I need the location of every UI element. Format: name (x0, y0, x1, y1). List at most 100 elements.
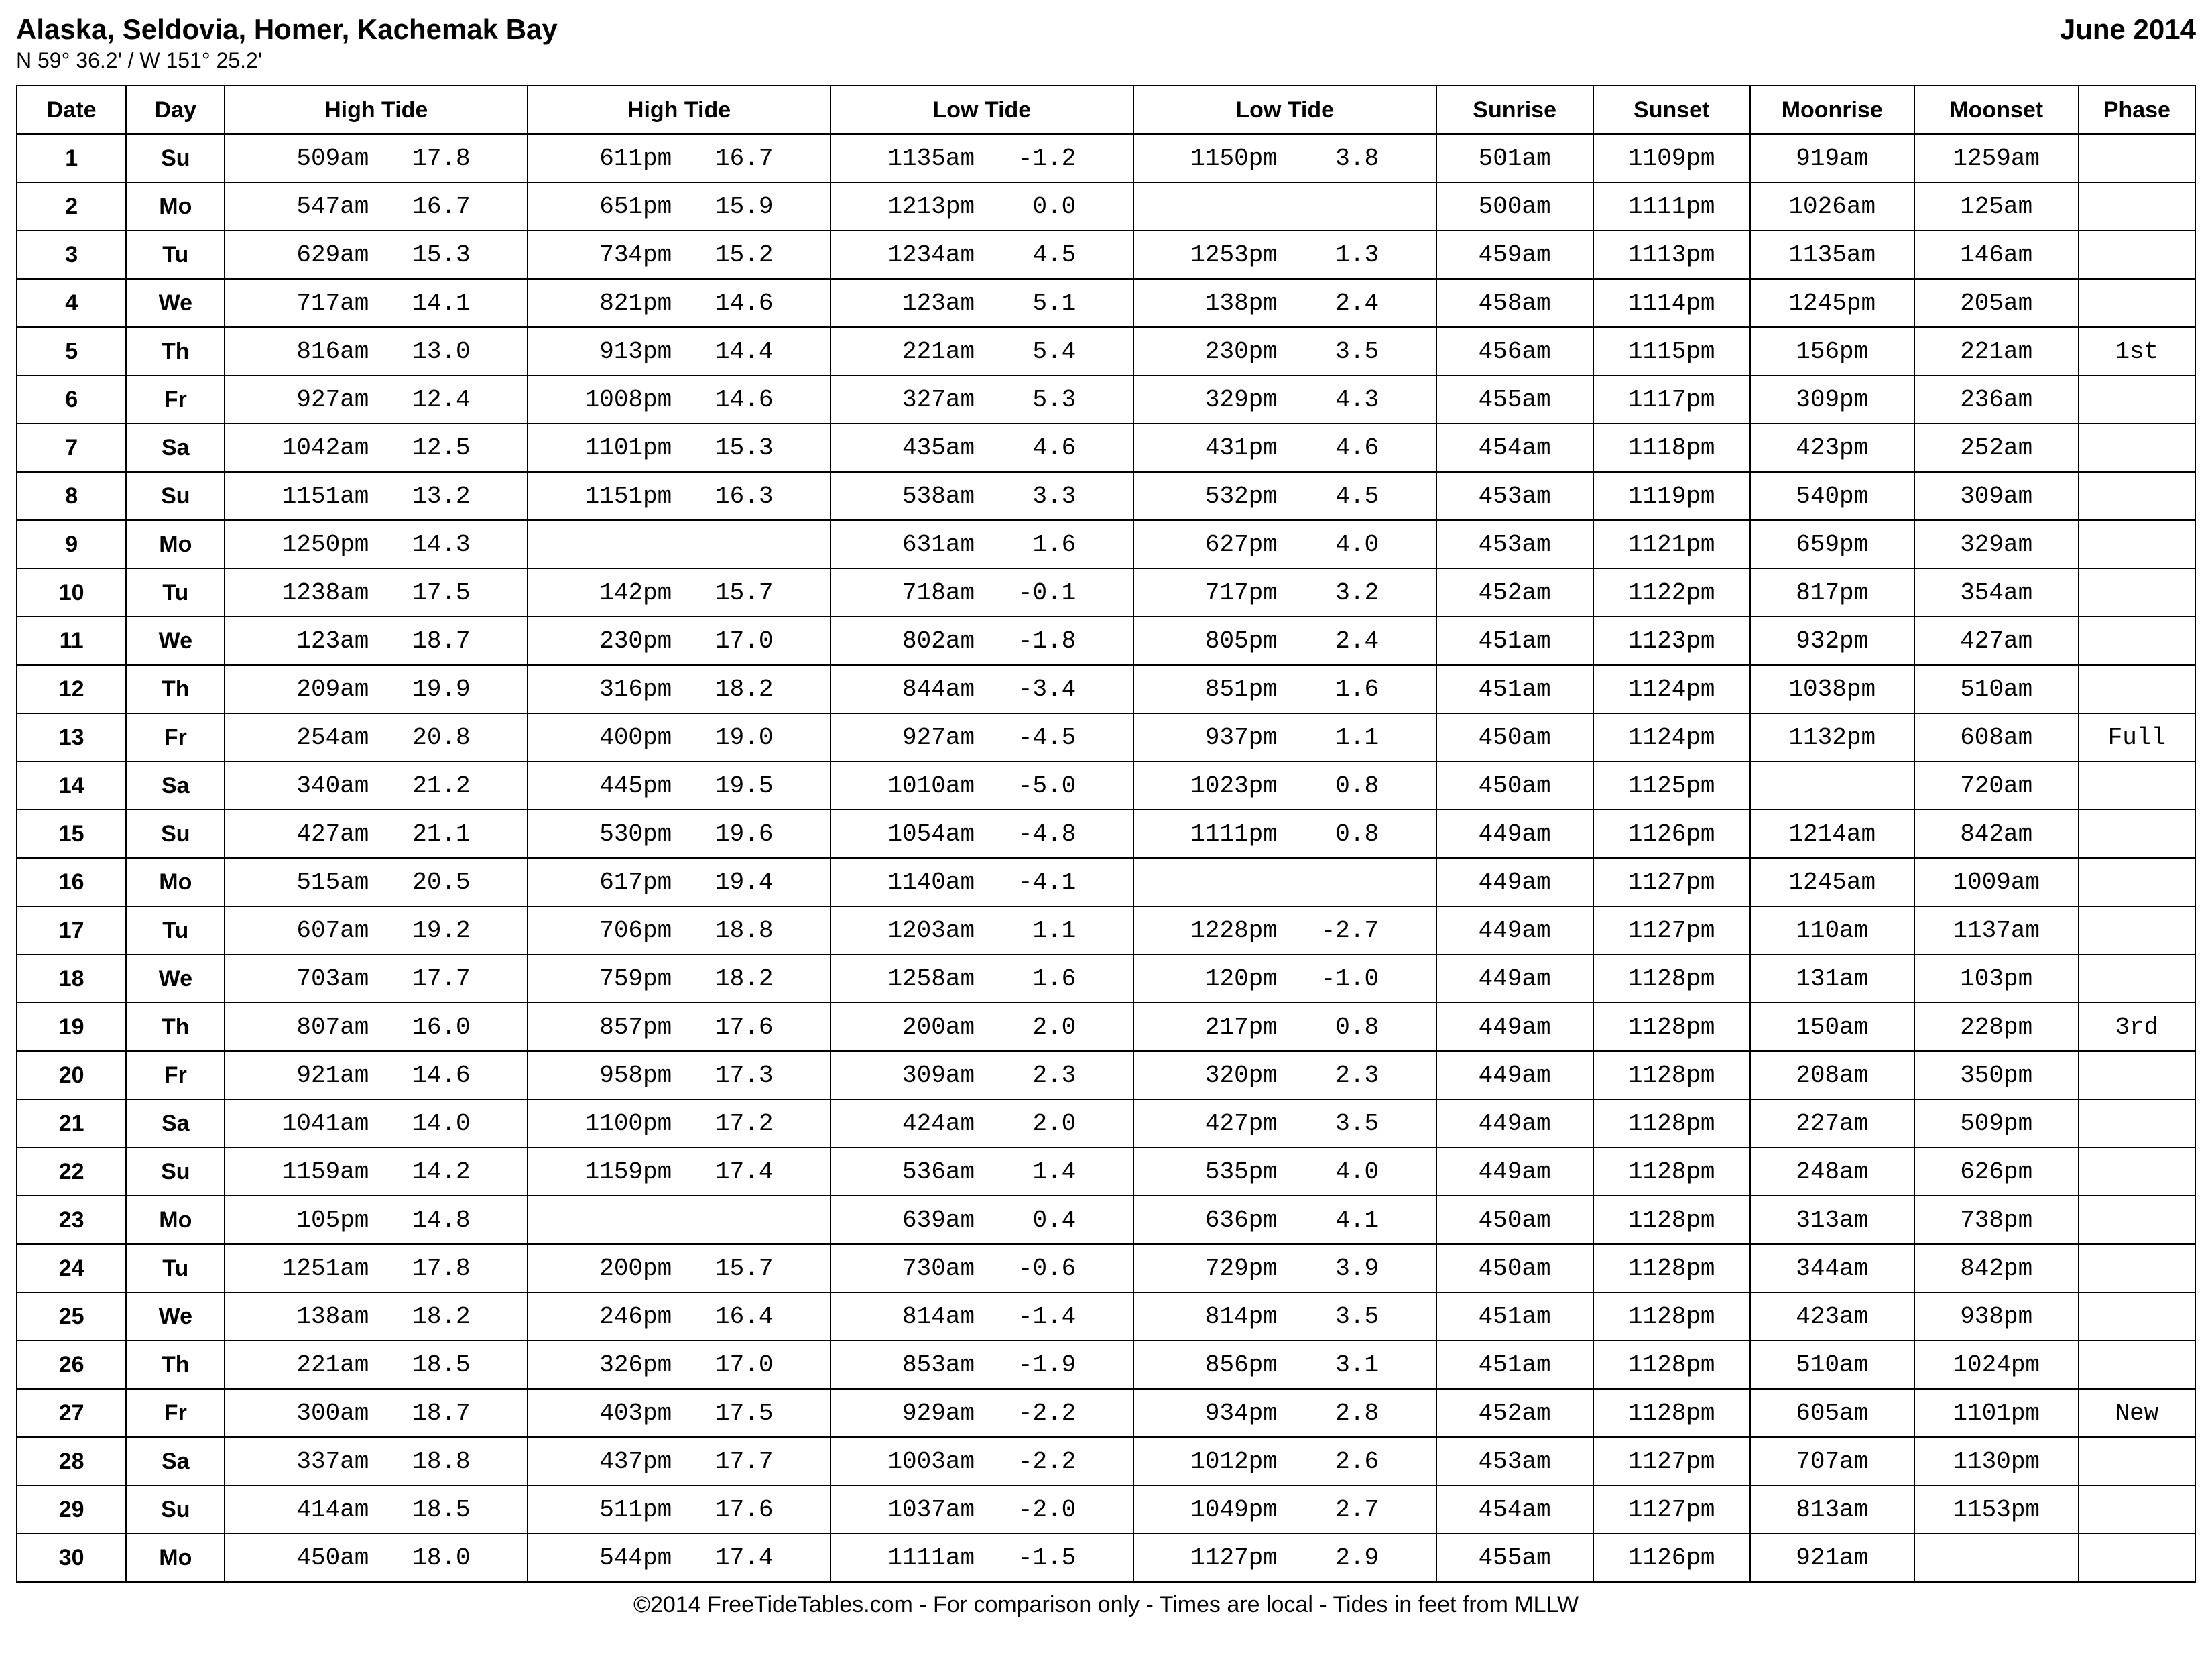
phase-cell (2079, 1148, 2195, 1196)
moonset-cell: 608am (1914, 713, 2079, 761)
table-row: 25We 138am 18.2 246pm 16.4 814am -1.4 81… (17, 1292, 2195, 1341)
low-tide-1: 309am 2.3 (831, 1051, 1133, 1099)
high-tide-2: 913pm 14.4 (528, 327, 831, 375)
date-cell: 7 (17, 424, 126, 472)
coordinates: N 59° 36.2' / W 151° 25.2' (16, 48, 2196, 73)
high-tide-2: 651pm 15.9 (528, 182, 831, 231)
phase-cell (2079, 955, 2195, 1003)
low-tide-1: 1234am 4.5 (831, 231, 1133, 279)
high-tide-1: 927am 12.4 (225, 375, 528, 424)
low-tide-2: 1023pm 0.8 (1133, 761, 1436, 810)
moonset-cell: 509pm (1914, 1099, 2079, 1148)
sunset-cell: 1128pm (1593, 1292, 1750, 1341)
phase-cell (2079, 472, 2195, 520)
low-tide-2: 1150pm 3.8 (1133, 134, 1436, 182)
sunrise-cell: 449am (1436, 858, 1593, 906)
low-tide-1: 853am -1.9 (831, 1341, 1133, 1389)
high-tide-1: 1251am 17.8 (225, 1244, 528, 1292)
moonrise-cell: 227am (1750, 1099, 1914, 1148)
phase-cell (2079, 1341, 2195, 1389)
day-cell: Su (126, 810, 225, 858)
moonset-cell: 1259am (1914, 134, 2079, 182)
moonset-cell: 125am (1914, 182, 2079, 231)
moonrise-cell: 313am (1750, 1196, 1914, 1244)
date-cell: 3 (17, 231, 126, 279)
phase-cell (2079, 1534, 2195, 1582)
sunrise-cell: 455am (1436, 1534, 1593, 1582)
high-tide-1: 921am 14.6 (225, 1051, 528, 1099)
table-row: 21Sa1041am 14.01100pm 17.2 424am 2.0 427… (17, 1099, 2195, 1148)
high-tide-2: 230pm 17.0 (528, 617, 831, 665)
high-tide-1: 138am 18.2 (225, 1292, 528, 1341)
low-tide-2: 1049pm 2.7 (1133, 1485, 1436, 1534)
date-cell: 11 (17, 617, 126, 665)
low-tide-1: 1037am -2.0 (831, 1485, 1133, 1534)
high-tide-2: 821pm 14.6 (528, 279, 831, 327)
column-header: Low Tide (831, 86, 1133, 134)
phase-cell (2079, 1244, 2195, 1292)
low-tide-2: 937pm 1.1 (1133, 713, 1436, 761)
moonset-cell: 205am (1914, 279, 2079, 327)
phase-cell (2079, 761, 2195, 810)
table-row: 5Th 816am 13.0 913pm 14.4 221am 5.4 230p… (17, 327, 2195, 375)
table-row: 4We 717am 14.1 821pm 14.6 123am 5.1 138p… (17, 279, 2195, 327)
day-cell: Tu (126, 568, 225, 617)
high-tide-2: 1008pm 14.6 (528, 375, 831, 424)
sunrise-cell: 449am (1436, 906, 1593, 955)
high-tide-1: 337am 18.8 (225, 1437, 528, 1485)
moonset-cell: 1101pm (1914, 1389, 2079, 1437)
low-tide-1: 1003am -2.2 (831, 1437, 1133, 1485)
day-cell: Su (126, 134, 225, 182)
phase-cell (2079, 1292, 2195, 1341)
table-row: 11We 123am 18.7 230pm 17.0 802am -1.8 80… (17, 617, 2195, 665)
high-tide-1: 1250pm 14.3 (225, 520, 528, 568)
date-cell: 29 (17, 1485, 126, 1534)
phase-cell (2079, 810, 2195, 858)
day-cell: Fr (126, 713, 225, 761)
phase-cell (2079, 1437, 2195, 1485)
table-row: 12Th 209am 19.9 316pm 18.2 844am -3.4 85… (17, 665, 2195, 713)
sunset-cell: 1128pm (1593, 1341, 1750, 1389)
column-header: Date (17, 86, 126, 134)
high-tide-2: 400pm 19.0 (528, 713, 831, 761)
sunrise-cell: 449am (1436, 1003, 1593, 1051)
low-tide-2: 1127pm 2.9 (1133, 1534, 1436, 1582)
high-tide-1: 547am 16.7 (225, 182, 528, 231)
date-cell: 21 (17, 1099, 126, 1148)
moonrise-cell: 1132pm (1750, 713, 1914, 761)
low-tide-2: 230pm 3.5 (1133, 327, 1436, 375)
low-tide-2: 717pm 3.2 (1133, 568, 1436, 617)
high-tide-2 (528, 1196, 831, 1244)
high-tide-2 (528, 520, 831, 568)
moonrise-cell (1750, 761, 1914, 810)
phase-cell (2079, 279, 2195, 327)
low-tide-1: 929am -2.2 (831, 1389, 1133, 1437)
low-tide-1: 424am 2.0 (831, 1099, 1133, 1148)
table-row: 19Th 807am 16.0 857pm 17.6 200am 2.0 217… (17, 1003, 2195, 1051)
date-cell: 2 (17, 182, 126, 231)
high-tide-2: 403pm 17.5 (528, 1389, 831, 1437)
day-cell: Th (126, 1341, 225, 1389)
phase-cell (2079, 1485, 2195, 1534)
moonrise-cell: 344am (1750, 1244, 1914, 1292)
low-tide-2: 856pm 3.1 (1133, 1341, 1436, 1389)
high-tide-2: 611pm 16.7 (528, 134, 831, 182)
day-cell: Fr (126, 1389, 225, 1437)
low-tide-2: 1253pm 1.3 (1133, 231, 1436, 279)
sunset-cell: 1126pm (1593, 1534, 1750, 1582)
phase-cell (2079, 858, 2195, 906)
moonrise-cell: 921am (1750, 1534, 1914, 1582)
table-row: 2Mo 547am 16.7 651pm 15.91213pm 0.0500am… (17, 182, 2195, 231)
moonset-cell: 354am (1914, 568, 2079, 617)
sunrise-cell: 453am (1436, 520, 1593, 568)
high-tide-2: 1100pm 17.2 (528, 1099, 831, 1148)
date-cell: 30 (17, 1534, 126, 1582)
high-tide-1: 414am 18.5 (225, 1485, 528, 1534)
high-tide-1: 450am 18.0 (225, 1534, 528, 1582)
moonrise-cell: 1245pm (1750, 279, 1914, 327)
moonset-cell: 252am (1914, 424, 2079, 472)
high-tide-1: 1041am 14.0 (225, 1099, 528, 1148)
date-cell: 19 (17, 1003, 126, 1051)
date-cell: 14 (17, 761, 126, 810)
date-cell: 13 (17, 713, 126, 761)
